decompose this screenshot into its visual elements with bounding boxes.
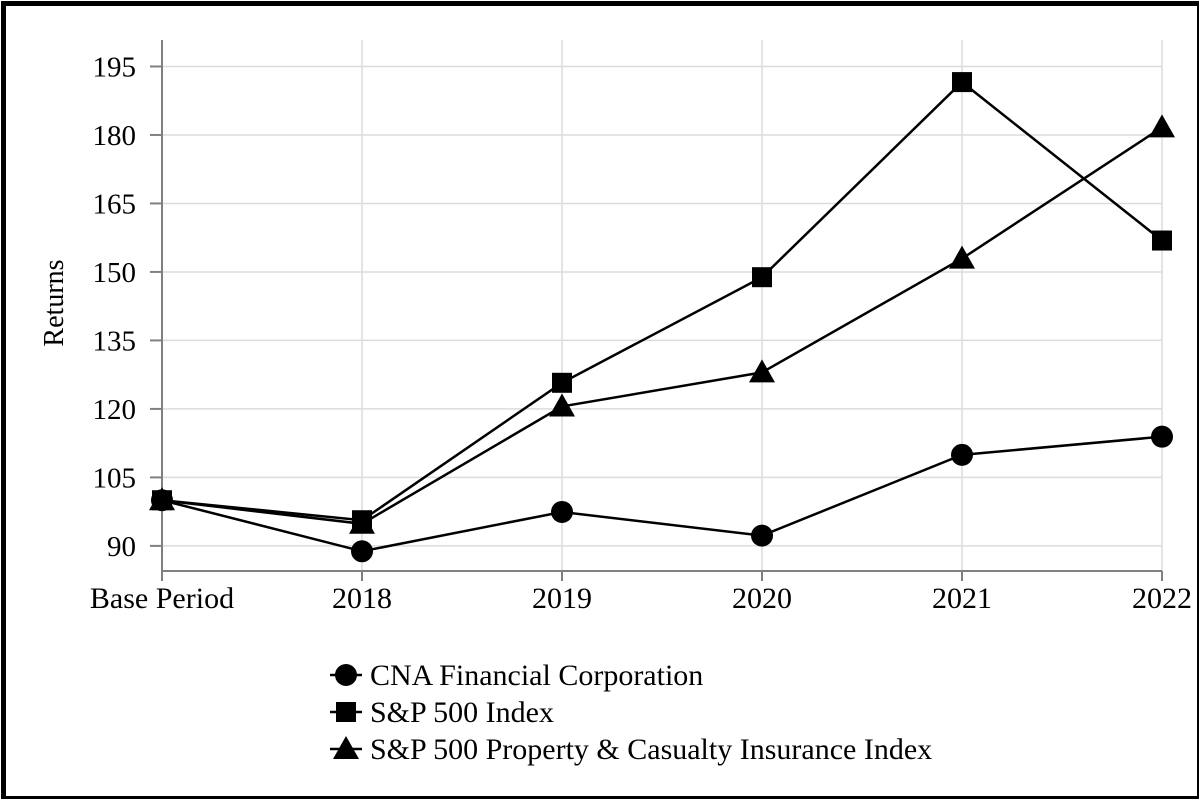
y-tick-label: 150: [93, 257, 137, 289]
y-tick-label: 120: [93, 394, 137, 426]
y-tick-label: 90: [107, 531, 136, 563]
x-tick-label: Base Period: [90, 582, 234, 615]
x-tick-label: 2021: [932, 582, 992, 615]
y-tick-label: 165: [93, 188, 137, 220]
triangle-marker: [949, 245, 975, 269]
series-line: [161, 80, 1163, 522]
legend-label: S&P 500 Property & Casualty Insurance In…: [370, 733, 932, 766]
triangle-marker: [333, 736, 359, 759]
legend: CNA Financial Corporation S&P 500 Index S&…: [330, 659, 932, 766]
gridlines: [162, 40, 1163, 571]
legend-label: CNA Financial Corporation: [370, 659, 703, 692]
legend-item: CNA Financial Corporation: [330, 659, 703, 692]
y-axis-title: Returns: [39, 259, 70, 346]
square-marker: [752, 267, 772, 288]
y-tick-label: 135: [93, 325, 137, 357]
triangle-marker: [1149, 114, 1175, 138]
x-tick-label: 2018: [332, 582, 392, 615]
x-tick-label: 2020: [732, 582, 792, 615]
series-line: [161, 435, 1163, 553]
legend-item: S&P 500 Property & Casualty Insurance In…: [330, 733, 932, 766]
series-triangle: [149, 114, 1175, 534]
series-group: [149, 72, 1175, 563]
square-marker: [1152, 230, 1172, 251]
triangle-marker: [149, 487, 175, 511]
circle-marker: [351, 540, 373, 563]
square-marker: [552, 372, 572, 393]
circle-marker: [951, 443, 973, 466]
square-marker: [952, 72, 972, 93]
series-circle: [151, 425, 1173, 563]
y-tick-labels: 90 105 120 135 150 165 180 195: [93, 51, 137, 562]
x-tick-label: 2019: [532, 582, 592, 615]
legend-label: S&P 500 Index: [370, 696, 554, 729]
square-marker: [336, 702, 356, 722]
triangle-marker: [749, 359, 775, 383]
series-square: [152, 72, 1172, 531]
x-tick-label: 2022: [1132, 582, 1192, 615]
axes: [150, 40, 1163, 581]
y-tick-label: 195: [93, 51, 137, 83]
y-tick-label: 105: [93, 462, 137, 494]
circle-marker: [1151, 425, 1173, 448]
series-line: [161, 126, 1163, 526]
circle-marker: [335, 664, 357, 686]
triangle-marker: [549, 393, 575, 417]
circle-marker: [751, 524, 773, 547]
y-tick-label: 180: [93, 120, 137, 152]
triangle-marker: [349, 510, 375, 534]
legend-item: S&P 500 Index: [330, 696, 554, 729]
x-tick-labels: Base Period 2018 2019 2020 2021 2022: [90, 582, 1192, 615]
circle-marker: [551, 500, 573, 523]
